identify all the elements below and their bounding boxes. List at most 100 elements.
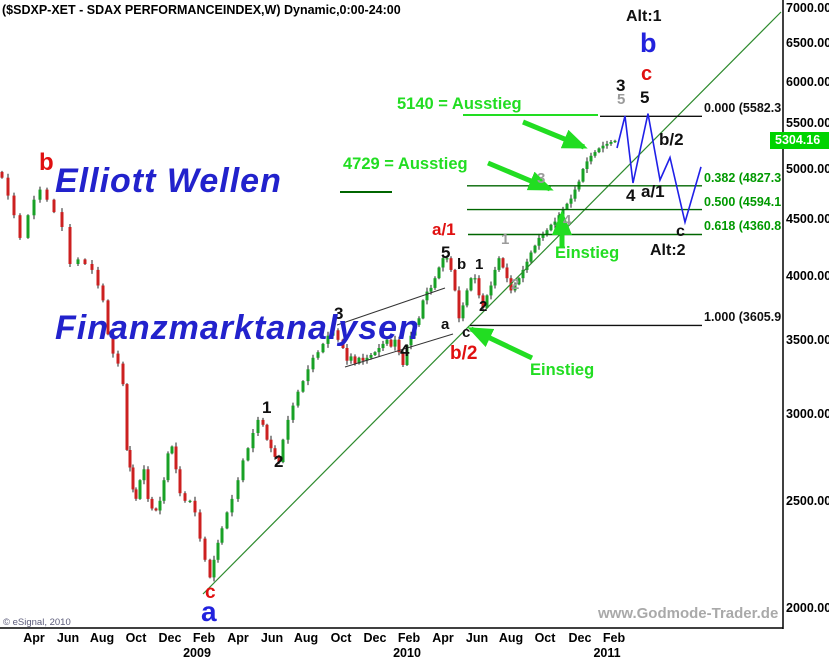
candle-body bbox=[461, 305, 465, 319]
annotation-arrow bbox=[522, 119, 588, 150]
candle-body bbox=[68, 227, 72, 264]
candle-body bbox=[128, 450, 132, 468]
candle-body bbox=[131, 467, 135, 490]
candle-body bbox=[60, 212, 64, 227]
candle-body bbox=[425, 291, 429, 301]
candle-body bbox=[365, 357, 369, 361]
candle-body bbox=[445, 258, 449, 260]
candle-body bbox=[225, 512, 229, 529]
candle-body bbox=[377, 348, 381, 353]
last-price-badge: 5304.16 bbox=[770, 132, 829, 149]
candle-body bbox=[12, 195, 16, 216]
candle-body bbox=[473, 278, 477, 280]
candle-body bbox=[589, 155, 593, 162]
candle-body bbox=[193, 500, 197, 513]
candle-body bbox=[521, 269, 525, 279]
candle-body bbox=[593, 152, 597, 156]
candle-body bbox=[316, 352, 320, 358]
candle-body bbox=[409, 335, 413, 346]
candle-body bbox=[401, 352, 405, 365]
candle-body bbox=[481, 295, 485, 308]
overlay-line2: Finanzmarktanalysen bbox=[55, 309, 420, 348]
elliott-overlay: Elliott Wellen Finanzmarktanalysen bbox=[55, 58, 420, 452]
candle-body bbox=[111, 334, 115, 354]
candle-body bbox=[203, 538, 207, 560]
candle-body bbox=[188, 500, 192, 502]
candle-body bbox=[421, 300, 425, 319]
candle-body bbox=[453, 269, 457, 291]
candle-body bbox=[198, 512, 202, 539]
candle-body bbox=[413, 324, 417, 336]
candle-body bbox=[286, 419, 290, 440]
candle-body bbox=[545, 230, 549, 235]
candle-body bbox=[32, 199, 36, 216]
candle-body bbox=[208, 559, 212, 578]
candle-body bbox=[326, 335, 330, 344]
candle-body bbox=[385, 339, 389, 344]
candle-body bbox=[301, 381, 305, 392]
candle-body bbox=[0, 171, 4, 178]
candle-body bbox=[549, 224, 553, 231]
candle-body bbox=[306, 369, 310, 382]
watermark: www.Godmode-Trader.de bbox=[598, 605, 779, 622]
candle-body bbox=[449, 258, 453, 270]
candle-body bbox=[336, 330, 340, 340]
candle-body bbox=[291, 405, 295, 420]
window-title: ($SDXP-XET - SDAX PERFORMANCEINDEX,W) Dy… bbox=[2, 3, 401, 17]
candle-body bbox=[417, 318, 421, 325]
candle-body bbox=[529, 252, 533, 262]
candle-body bbox=[393, 339, 397, 347]
candle-body bbox=[26, 215, 30, 238]
candle-body bbox=[265, 424, 269, 440]
channel-line bbox=[344, 333, 454, 368]
candle-body bbox=[601, 145, 605, 149]
candle-body bbox=[537, 237, 541, 246]
candle-body bbox=[381, 343, 385, 349]
candle-body bbox=[178, 469, 182, 494]
candle-body bbox=[489, 285, 493, 296]
candle-body bbox=[18, 215, 22, 238]
candle-body bbox=[597, 148, 601, 153]
candle-body bbox=[96, 269, 100, 286]
candle-body bbox=[158, 500, 162, 511]
candle-body bbox=[236, 480, 240, 499]
candle-body bbox=[101, 285, 105, 301]
candle-body bbox=[405, 345, 409, 365]
candle-body bbox=[261, 419, 265, 425]
candle-body bbox=[353, 356, 357, 364]
candle-body bbox=[465, 290, 469, 306]
candle-body bbox=[553, 221, 557, 225]
projection-zigzag bbox=[616, 113, 702, 226]
candle-body bbox=[349, 356, 353, 361]
candle-body bbox=[277, 456, 281, 463]
candle-body bbox=[321, 343, 325, 353]
candle-body bbox=[525, 261, 529, 270]
candle-body bbox=[296, 391, 300, 406]
candle-body bbox=[154, 508, 158, 511]
candle-body bbox=[174, 446, 178, 470]
candle-body bbox=[569, 198, 573, 204]
candle-body bbox=[441, 258, 445, 268]
candle-body bbox=[581, 169, 585, 182]
candlestick-series bbox=[0, 139, 617, 582]
candle-body bbox=[513, 284, 517, 291]
candle-body bbox=[605, 143, 609, 146]
candle-body bbox=[45, 189, 49, 200]
annotation-arrow bbox=[467, 326, 534, 361]
candle-body bbox=[505, 267, 509, 279]
candle-body bbox=[269, 439, 273, 449]
candle-body bbox=[457, 290, 461, 319]
candle-body bbox=[281, 439, 285, 463]
candle-body bbox=[246, 448, 250, 461]
candle-body bbox=[497, 258, 501, 270]
candle-body bbox=[216, 542, 220, 560]
candle-body bbox=[76, 259, 80, 264]
candle-body bbox=[533, 245, 537, 253]
candle-body bbox=[517, 278, 521, 285]
candle-body bbox=[83, 259, 87, 264]
candle-body bbox=[116, 353, 120, 364]
candle-body bbox=[433, 278, 437, 288]
overlay-line1: Elliott Wellen bbox=[55, 161, 282, 200]
trendline bbox=[202, 11, 782, 595]
